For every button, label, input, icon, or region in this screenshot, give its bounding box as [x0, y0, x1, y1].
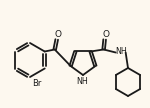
Text: NH: NH: [76, 76, 88, 86]
Text: Br: Br: [32, 79, 41, 87]
Text: O: O: [54, 30, 61, 39]
Text: NH: NH: [115, 47, 126, 56]
Text: O: O: [102, 30, 109, 39]
